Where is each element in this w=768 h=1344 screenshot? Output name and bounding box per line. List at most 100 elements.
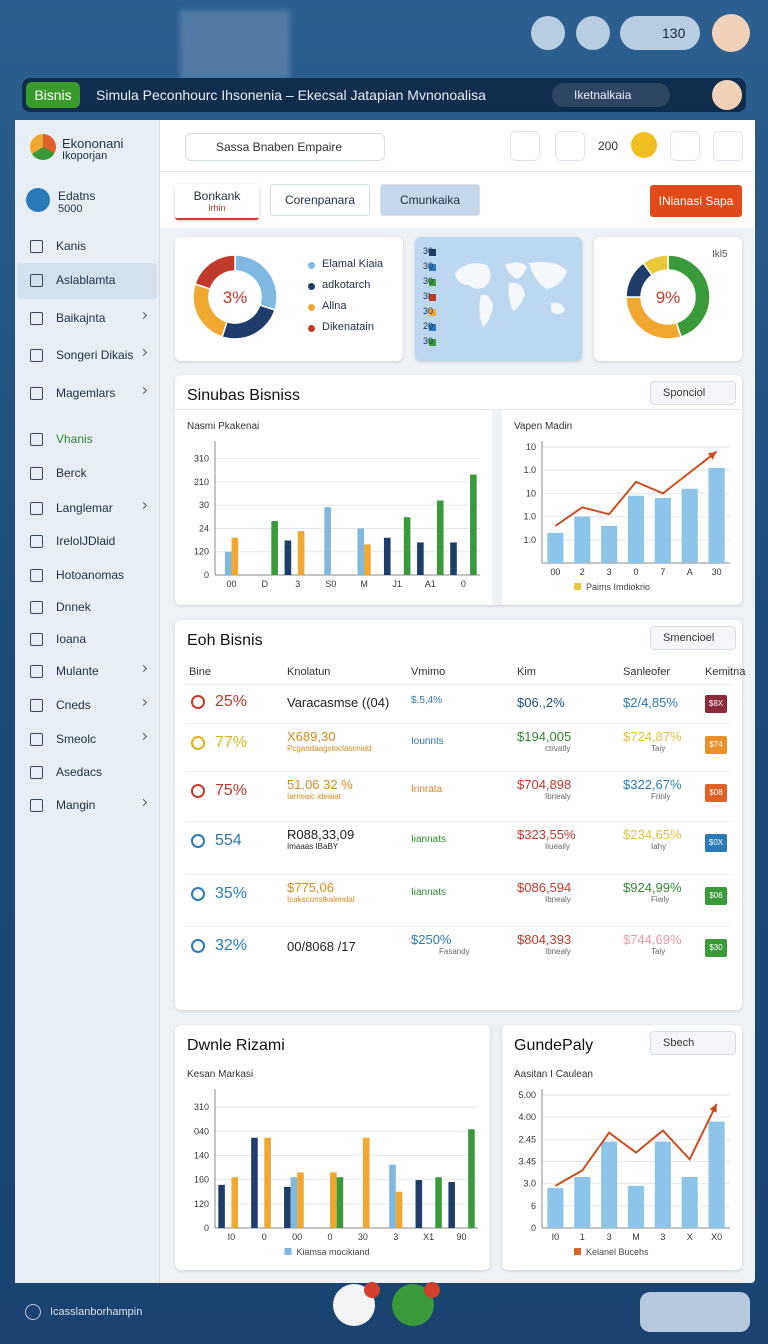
- badge[interactable]: $0X: [705, 834, 727, 852]
- cell-sub: Icaksconstkalendal: [287, 895, 355, 904]
- tab[interactable]: Cmunkaika: [380, 184, 480, 216]
- nav-bar: [22, 78, 746, 112]
- bar: [450, 542, 457, 575]
- x-tick-label: X: [687, 1232, 693, 1242]
- divider: [185, 684, 732, 685]
- avatar[interactable]: [712, 80, 742, 110]
- menu-item[interactable]: Cneds: [56, 698, 91, 712]
- menu-item[interactable]: IrelolJDlaid: [56, 534, 116, 548]
- x-tick-label: J1: [392, 579, 402, 589]
- cell-value: Iiannats: [411, 834, 447, 845]
- tab[interactable]: Corenpanara: [270, 184, 370, 216]
- tab-label: Corenpanara: [284, 193, 356, 207]
- y-tick-label: 4.00: [518, 1112, 536, 1122]
- map-swatch: [429, 264, 436, 271]
- icon-button[interactable]: [631, 132, 657, 158]
- cell-sub: Pcgandaagstoclasimidd: [287, 744, 372, 753]
- arrow-head: [709, 1103, 717, 1113]
- bar: [574, 1177, 591, 1228]
- indicator-icon: [191, 939, 205, 953]
- menu-item[interactable]: Songeri Dikais: [56, 348, 134, 362]
- icon-button[interactable]: [510, 131, 540, 161]
- select[interactable]: Sbech: [650, 1031, 736, 1055]
- cell-sub: Fiwly: [651, 895, 670, 904]
- bar: [601, 1141, 618, 1228]
- cell-sub: Iarnsaic ideaiat: [287, 792, 341, 801]
- card: Dwnle Rizami Kesan Markasi 0 120 160 140 040 31…: [175, 1025, 490, 1270]
- nav-pill[interactable]: Bisnis: [26, 82, 80, 108]
- brand-tagline: Ikoporjan: [62, 150, 108, 162]
- menu-item[interactable]: Hotoanomas: [56, 568, 125, 582]
- icon-button[interactable]: [531, 16, 565, 50]
- avatar[interactable]: [712, 14, 750, 52]
- tab[interactable]: Bonkank lrhin: [175, 184, 259, 220]
- cell-sub: Iahy: [651, 842, 667, 851]
- cell-value: $086,594: [517, 880, 572, 895]
- bar: [435, 1177, 442, 1228]
- badge[interactable]: $74: [705, 736, 727, 754]
- badge[interactable]: $08: [705, 784, 727, 802]
- donut-title: Ikl5: [712, 249, 728, 260]
- select[interactable]: Smencioel: [650, 626, 736, 650]
- x-tick-label: 3: [295, 579, 300, 589]
- menu-item[interactable]: Asedacs: [56, 765, 103, 779]
- cell-value: $744,69%: [623, 932, 682, 947]
- menu-icon: [30, 766, 43, 779]
- y-tick-label: 310: [194, 454, 209, 464]
- icon-button[interactable]: [555, 131, 585, 161]
- bar: [654, 498, 671, 563]
- menu-icon: [30, 349, 43, 362]
- bar: [574, 516, 591, 563]
- y-tick-label: 1.0: [523, 465, 536, 475]
- y-tick-label: 1.0: [523, 535, 536, 545]
- dock[interactable]: [640, 1292, 750, 1332]
- x-tick-label: M: [632, 1232, 640, 1242]
- legend-label: Allna: [322, 300, 347, 312]
- menu-item[interactable]: Baikajnta: [56, 311, 106, 325]
- cell-value: Varacasmse ((04): [287, 695, 390, 710]
- x-tick-label: 7: [660, 567, 665, 577]
- menu-item[interactable]: Mulante: [56, 664, 99, 678]
- menu-item[interactable]: Aslablamta: [56, 273, 116, 287]
- nav-search[interactable]: Iketnalkaia: [552, 83, 670, 107]
- badge[interactable]: $30: [705, 939, 727, 957]
- menu-item[interactable]: Smeolc: [56, 732, 97, 746]
- footer-text: Icasslanborhampin: [50, 1306, 143, 1318]
- indicator-icon: [191, 887, 205, 901]
- x-tick-label: 00: [292, 1232, 302, 1242]
- section-title: GundePaly: [514, 1037, 594, 1054]
- x-tick-label: 3: [393, 1232, 398, 1242]
- y-tick-label: 3.0: [523, 1179, 536, 1189]
- badge[interactable]: $8X: [705, 695, 727, 713]
- tab-label: Bonkank: [193, 189, 241, 203]
- action-button[interactable]: INianasi Sapa: [650, 185, 742, 217]
- search-box[interactable]: Sassa Bnaben Empaire: [185, 133, 385, 161]
- menu-item[interactable]: Kanis: [56, 239, 87, 253]
- y-tick-label: 10: [526, 442, 536, 452]
- bar: [627, 1185, 645, 1228]
- menu-item[interactable]: Berck: [56, 466, 87, 480]
- bar: [364, 544, 371, 575]
- icon-button[interactable]: [670, 131, 700, 161]
- badge-pill[interactable]: [620, 16, 700, 50]
- select[interactable]: Sponciol: [650, 381, 736, 405]
- badge[interactable]: $06: [705, 887, 727, 905]
- menu-item[interactable]: Vhanis: [56, 432, 93, 446]
- map-label: 3l: [423, 291, 431, 301]
- icon-button[interactable]: [576, 16, 610, 50]
- menu-item[interactable]: Magemlars: [56, 386, 116, 400]
- bar: [547, 532, 564, 563]
- map-label: 20: [423, 321, 434, 331]
- y-tick-label: 140: [194, 1150, 209, 1160]
- menu-icon: [30, 312, 43, 325]
- menu-item[interactable]: Dnnek: [56, 600, 91, 614]
- legend-label: adkotarch: [322, 279, 371, 291]
- x-tick-label: 00: [550, 567, 560, 577]
- menu-item[interactable]: Ioana: [56, 632, 87, 646]
- menu-item[interactable]: Langlemar: [56, 501, 113, 515]
- section-title: Eoh Bisnis: [187, 632, 263, 649]
- icon-button[interactable]: [713, 131, 743, 161]
- menu-item[interactable]: Mangin: [56, 798, 96, 812]
- bar: [383, 537, 391, 575]
- card: 3% Elamal Kiaia adkotarch Allna Dikenatain: [175, 237, 403, 361]
